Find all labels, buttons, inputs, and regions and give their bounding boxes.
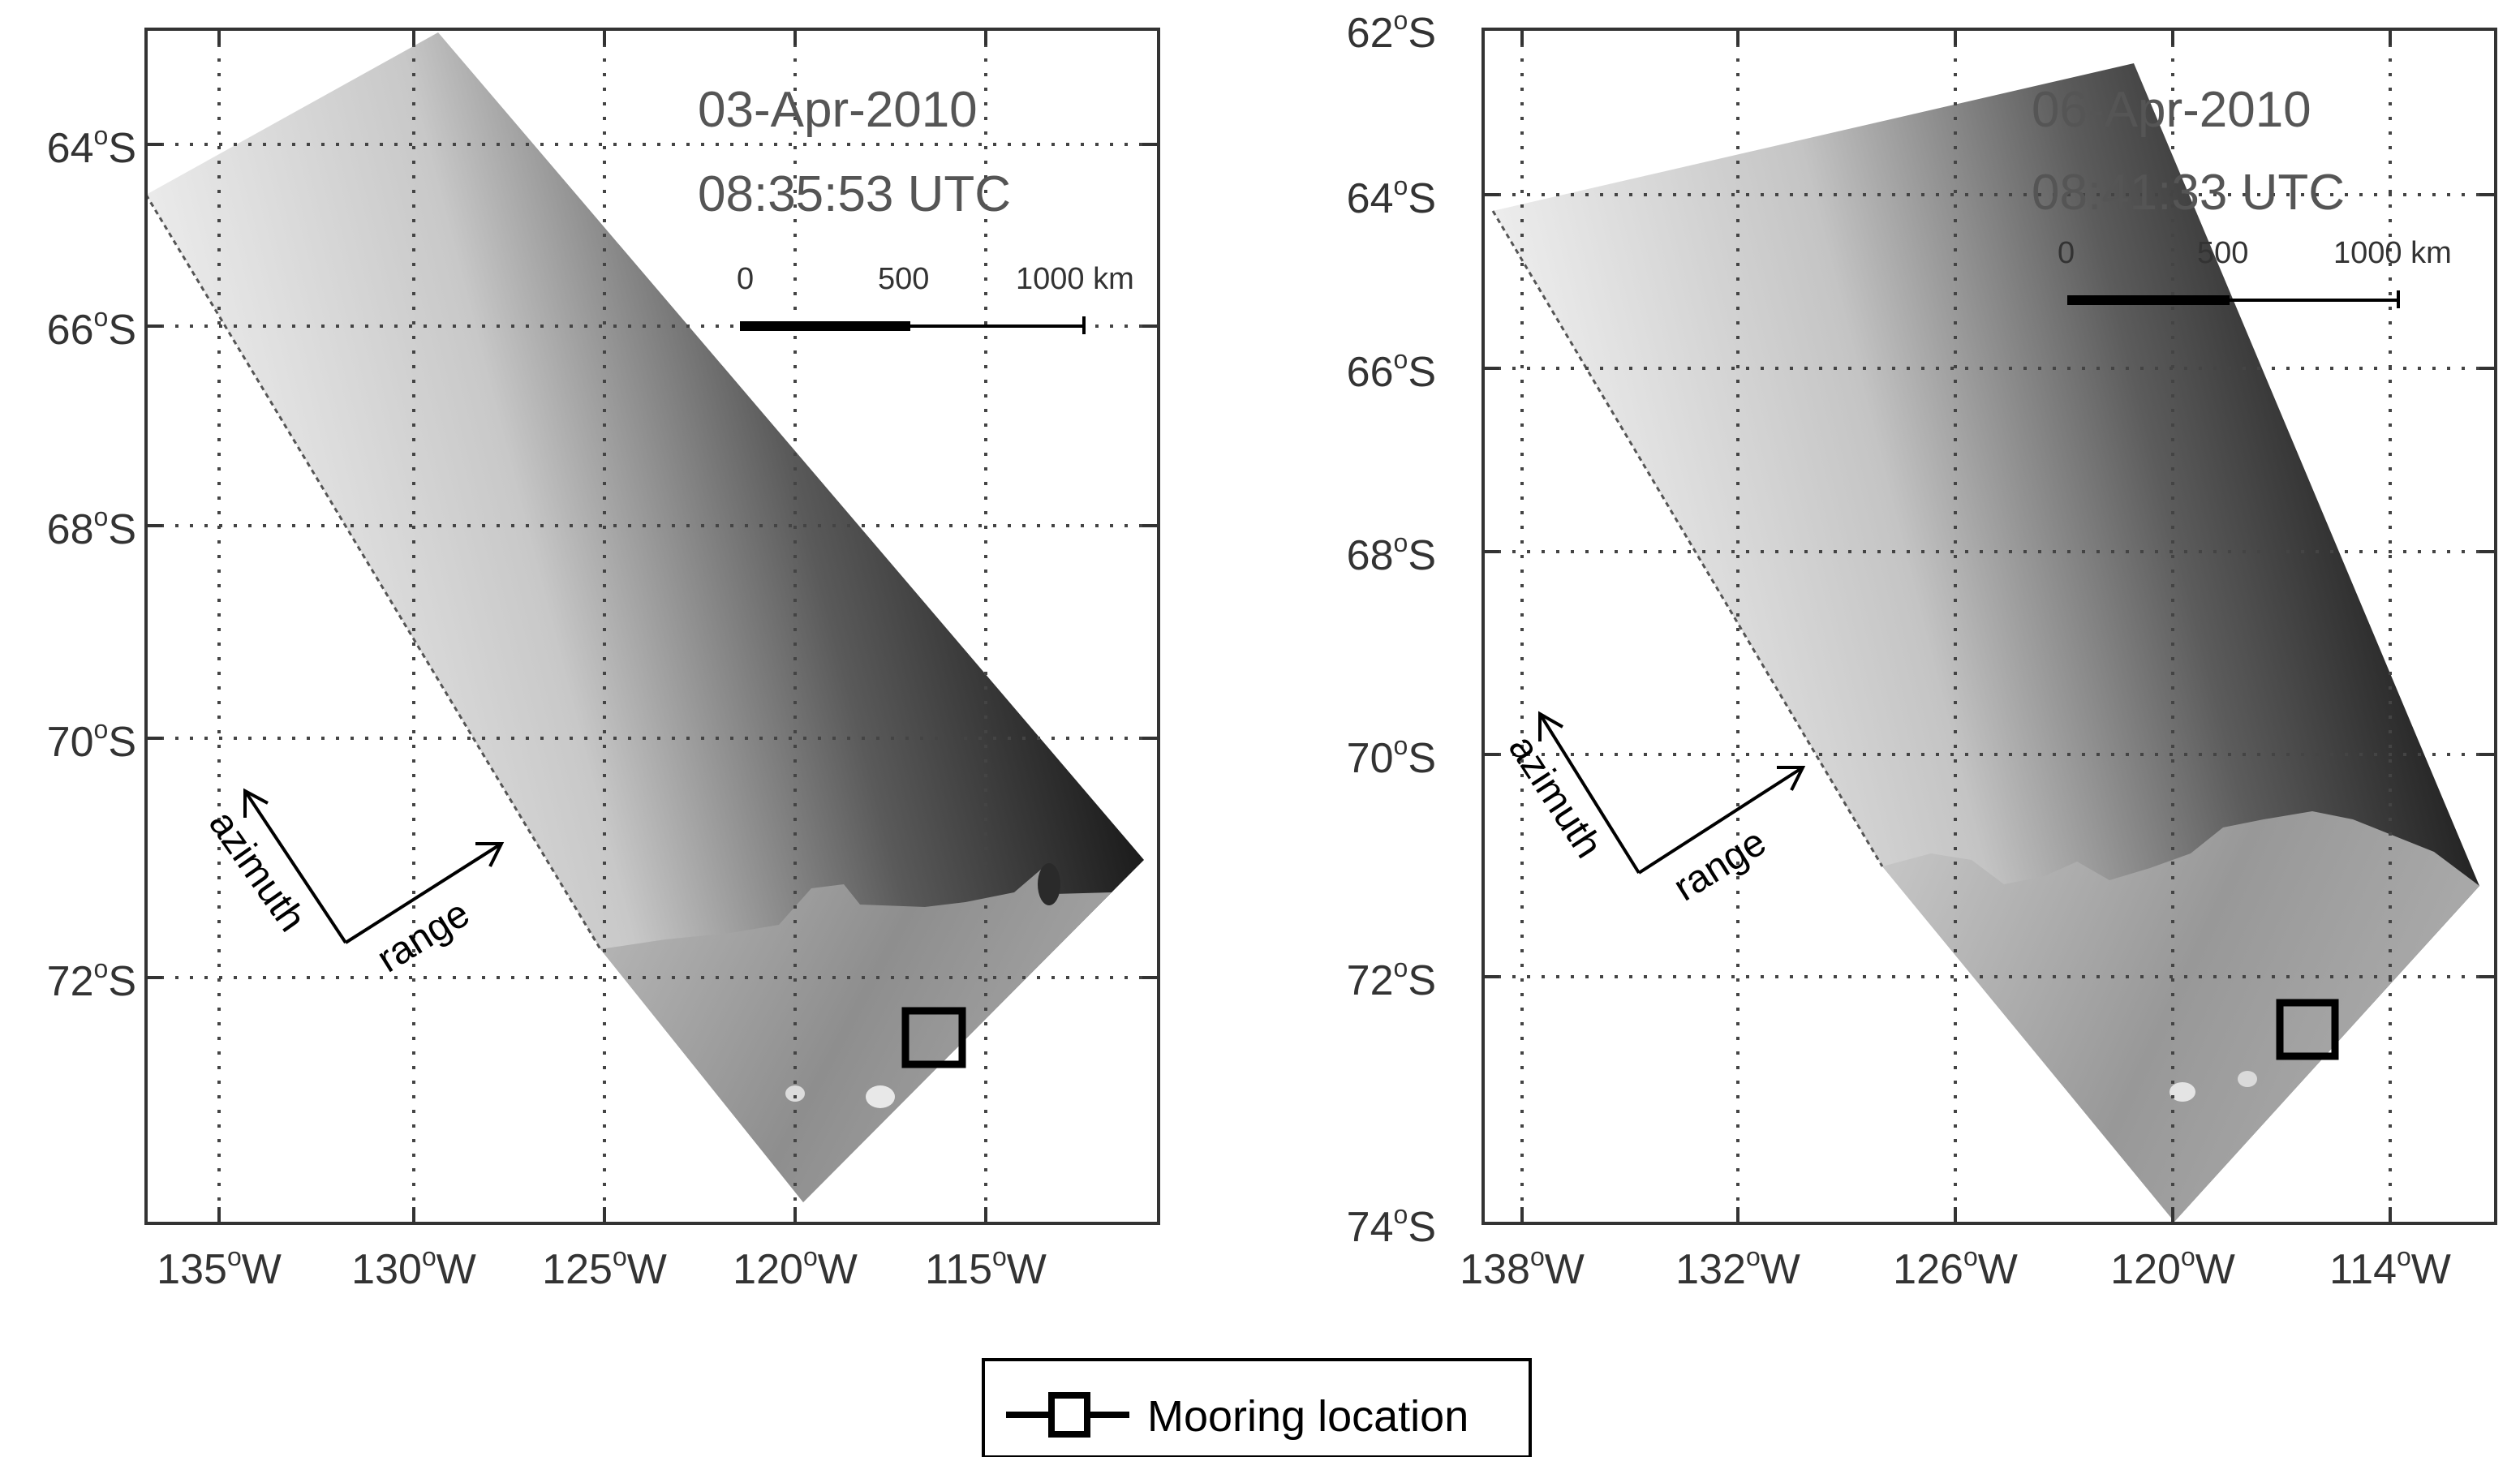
- right-acquisition-time: 08:41:33 UTC: [2032, 165, 2345, 221]
- left-lon-label: 120oW: [733, 1242, 858, 1293]
- left-sea-ice-area: [600, 868, 1112, 1202]
- legend-mooring-symbol: [1048, 1392, 1090, 1438]
- left-lat-label: 72oS: [47, 954, 136, 1005]
- left-map-panel: 64oS 66oS 68oS 70oS 72oS 135oW 130oW 125…: [47, 28, 1160, 1293]
- left-frame-ticks: [146, 29, 1159, 1223]
- right-lat-label: 70oS: [1347, 731, 1436, 782]
- left-lat-label: 66oS: [47, 303, 136, 354]
- right-frame-ticks: [1483, 29, 2496, 1223]
- left-acquisition-date: 03-Apr-2010: [698, 82, 978, 138]
- right-ice-floe-bright: [2238, 1071, 2257, 1087]
- right-ice-floe-bright: [2170, 1082, 2195, 1102]
- left-lon-label: 115oW: [925, 1242, 1047, 1293]
- right-swath-edge-line: [1491, 210, 1884, 867]
- right-lon-label: 114oW: [2329, 1242, 2451, 1293]
- left-lon-label: 135oW: [157, 1242, 282, 1293]
- right-lon-label: 132oW: [1675, 1242, 1800, 1293]
- legend-mooring-label: Mooring location: [1147, 1392, 1469, 1441]
- left-ice-floe-bright: [866, 1085, 895, 1108]
- right-scale-label-500: 500: [2197, 236, 2248, 270]
- left-scale-label-500: 500: [878, 262, 929, 296]
- right-scale-bar: 0 500 1000 km: [2058, 236, 2452, 308]
- legend: Mooring location: [982, 1358, 1532, 1457]
- right-lat-label: 74oS: [1347, 1200, 1436, 1251]
- right-scale-label-1000: 1000 km: [2333, 236, 2452, 270]
- right-graticule: [1483, 29, 2496, 1223]
- right-lat-label: 64oS: [1347, 171, 1436, 222]
- left-scale-bar: 0 500 1000 km: [737, 262, 1134, 334]
- left-graticule: [146, 29, 1159, 1223]
- left-lat-label: 64oS: [47, 121, 136, 172]
- left-range-label: range: [370, 892, 477, 981]
- left-scale-label-1000: 1000 km: [1016, 262, 1134, 296]
- left-mooring-marker: [901, 1007, 966, 1068]
- right-acquisition-date: 06-Apr-2010: [2032, 82, 2311, 138]
- right-lat-label: 68oS: [1347, 528, 1436, 579]
- left-ice-floe-bright: [785, 1085, 805, 1102]
- right-scale-label-0: 0: [2058, 236, 2075, 270]
- right-lat-label: 72oS: [1347, 953, 1436, 1004]
- left-lat-label: 70oS: [47, 715, 136, 766]
- left-lon-label: 125oW: [542, 1242, 667, 1293]
- left-lon-label: 130oW: [351, 1242, 476, 1293]
- right-mooring-marker: [2276, 999, 2339, 1060]
- right-lon-label: 120oW: [2110, 1242, 2235, 1293]
- right-map-panel: 62oS 64oS 66oS 68oS 70oS 72oS 74oS 138oW…: [1347, 6, 2497, 1293]
- left-map-frame: [144, 28, 1160, 1225]
- right-azimuth-label: azimuth: [1500, 728, 1610, 866]
- left-swath-edge-line: [144, 194, 602, 950]
- right-range-label: range: [1666, 820, 1774, 909]
- left-acquisition-time: 08:35:53 UTC: [698, 166, 1011, 222]
- right-direction-arrows: azimuth range: [1500, 711, 1806, 909]
- right-lat-label: 62oS: [1347, 6, 1436, 57]
- right-lat-label: 66oS: [1347, 345, 1436, 396]
- left-direction-arrows: azimuth range: [200, 788, 505, 981]
- right-map-frame: [1481, 28, 2497, 1225]
- right-lon-label: 138oW: [1460, 1242, 1585, 1293]
- right-sea-ice-area: [1882, 811, 2479, 1222]
- left-scale-label-0: 0: [737, 262, 754, 296]
- left-ice-dark-patch: [1038, 863, 1060, 905]
- left-lat-label: 68oS: [47, 502, 136, 553]
- right-lon-label: 126oW: [1893, 1242, 2018, 1293]
